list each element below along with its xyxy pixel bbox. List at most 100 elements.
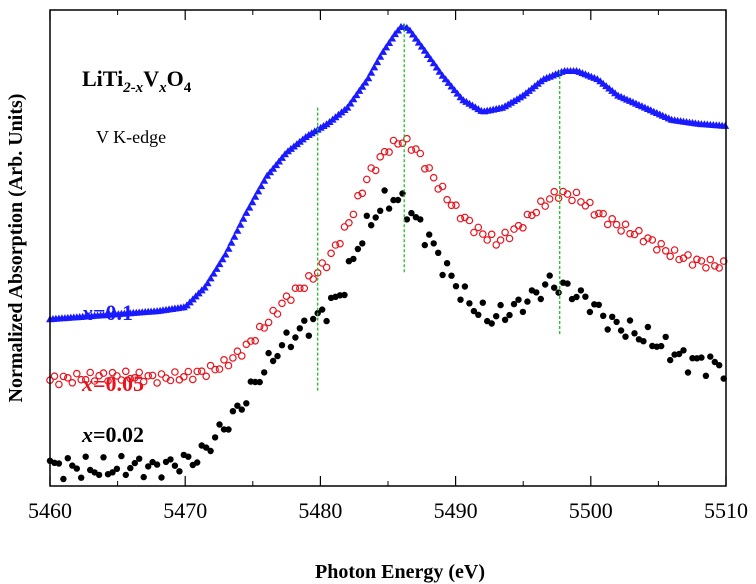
data-point xyxy=(679,254,688,263)
data-point xyxy=(153,461,161,468)
data-point xyxy=(514,221,523,230)
data-point xyxy=(719,257,728,265)
data-point xyxy=(274,352,281,360)
data-point xyxy=(194,459,201,466)
data-point xyxy=(487,230,496,239)
data-point xyxy=(626,317,634,324)
data-point xyxy=(90,377,99,385)
data-point xyxy=(447,201,456,210)
data-point xyxy=(698,354,705,361)
data-point xyxy=(658,342,665,350)
data-point xyxy=(675,350,683,358)
data-point xyxy=(100,454,107,461)
x-tick-label: 5480 xyxy=(298,498,342,523)
data-point xyxy=(309,275,318,283)
data-point xyxy=(349,210,358,219)
data-point xyxy=(189,375,197,384)
data-point xyxy=(203,279,212,287)
data-point xyxy=(702,263,710,272)
data-point xyxy=(443,260,451,267)
data-point xyxy=(370,63,379,71)
data-point xyxy=(278,299,286,308)
data-point xyxy=(604,326,611,333)
data-point xyxy=(474,223,483,232)
data-point xyxy=(707,353,714,360)
data-point xyxy=(305,332,312,339)
data-point xyxy=(456,214,465,223)
data-point xyxy=(379,47,388,55)
data-point xyxy=(64,373,72,382)
data-point xyxy=(260,324,269,332)
data-point xyxy=(117,376,126,384)
data-point xyxy=(667,356,674,364)
data-point xyxy=(104,377,112,385)
data-point xyxy=(264,318,273,327)
data-point xyxy=(275,157,283,165)
data-point xyxy=(139,377,148,386)
data-point xyxy=(318,259,327,267)
data-point xyxy=(158,474,165,481)
data-point xyxy=(55,460,63,467)
data-point xyxy=(265,349,272,357)
plot-area xyxy=(46,22,730,483)
data-point xyxy=(273,310,282,318)
data-point xyxy=(260,176,269,184)
data-point xyxy=(586,308,594,316)
data-point xyxy=(622,333,629,340)
data-point xyxy=(600,312,607,319)
edge-annotation: V K-edge xyxy=(96,127,166,147)
data-point xyxy=(381,187,388,194)
data-point xyxy=(390,196,397,204)
series-label-x0.1: x=0.1 xyxy=(81,300,133,325)
data-point xyxy=(581,202,590,210)
data-point xyxy=(457,296,464,303)
data-point xyxy=(367,68,376,76)
data-point xyxy=(350,255,357,263)
data-point xyxy=(420,165,429,173)
data-point xyxy=(461,213,469,222)
data-point xyxy=(439,271,446,279)
data-point xyxy=(372,214,379,221)
data-point xyxy=(144,371,153,380)
data-point xyxy=(230,232,239,240)
data-point xyxy=(73,369,81,378)
data-point xyxy=(697,257,706,265)
data-point xyxy=(554,194,563,203)
data-point xyxy=(479,299,486,306)
data-point xyxy=(60,475,67,483)
data-point xyxy=(99,369,108,377)
data-point xyxy=(657,239,666,248)
data-point xyxy=(465,216,474,225)
data-point xyxy=(239,214,248,222)
data-point xyxy=(412,145,420,153)
data-point xyxy=(287,296,295,305)
data-point xyxy=(493,313,500,320)
data-point xyxy=(594,209,603,218)
data-point xyxy=(323,317,330,325)
data-point xyxy=(407,146,416,154)
data-point xyxy=(127,464,134,472)
data-point xyxy=(78,474,85,481)
data-point xyxy=(272,161,281,169)
data-point xyxy=(215,260,224,268)
data-point xyxy=(505,234,514,243)
data-point xyxy=(510,225,518,233)
data-point xyxy=(287,343,295,351)
data-point xyxy=(385,39,394,46)
data-point xyxy=(376,153,385,161)
data-point xyxy=(536,197,545,206)
data-point xyxy=(662,333,669,341)
data-point xyxy=(263,171,272,179)
data-point xyxy=(389,136,398,145)
data-point xyxy=(710,262,719,270)
data-point xyxy=(496,236,505,244)
data-point xyxy=(373,58,382,66)
data-point xyxy=(296,325,303,332)
data-point xyxy=(388,34,397,42)
data-point xyxy=(617,327,625,334)
data-point xyxy=(652,246,661,254)
x-axis-title: Photon Energy (eV) xyxy=(315,561,485,583)
data-point xyxy=(352,91,361,99)
data-point xyxy=(261,369,268,376)
